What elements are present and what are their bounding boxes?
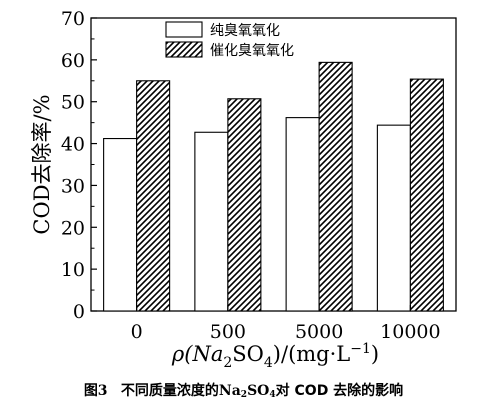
figure-caption: 图3 不同质量浓度的Na2SO4对 COD 去除的影响 [0,380,487,402]
caption-formula-so: SO [247,383,270,399]
bar-pure-ozonation-5000 [285,117,320,312]
y-tick-label: 10 [61,259,85,281]
y-tick-label: 60 [61,50,85,72]
y-tick-label: 70 [61,8,85,30]
y-tick-label: 0 [73,301,85,323]
bar-pure-ozonation-0 [103,137,138,312]
y-axis-label: COD去除率/% [30,94,54,234]
legend-label-pure-ozonation: 纯臭氧氧化 [210,23,280,39]
plot-area: 0 10 20 30 40 50 60 70 0 500 5000 10000 COD去除率/% ρ(Na… [30,8,457,371]
legend-swatch-catalytic-ozonation [165,41,203,58]
bar-catalytic-ozonation-0 [136,80,171,312]
figure-number: 图3 [83,383,108,399]
bar-pure-ozonation-500 [194,131,229,312]
bar-catalytic-ozonation-500 [227,98,262,312]
bar-chart: 0 10 20 30 40 50 60 70 0 500 5000 10000 COD去除率/% ρ(Na… [30,8,457,371]
x-tick-label: 10000 [380,321,440,343]
x-tick-label: 500 [210,321,246,343]
y-tick-label: 40 [61,134,85,156]
x-axis-label: ρ(Na2SO4)/(mg·L−1) [171,341,379,371]
caption-formula-na: Na [218,383,241,399]
y-tick-label: 20 [61,217,85,239]
y-tick-label: 30 [61,175,85,197]
legend-swatch-pure-ozonation [165,21,203,38]
x-tick-label: 0 [131,321,143,343]
x-tick-label: 5000 [295,321,343,343]
caption-formula-sub-2: 2 [240,390,248,400]
caption-text-after: 对 COD 去除的影响 [275,383,404,399]
legend-label-catalytic-ozonation: 催化臭氧氧化 [210,43,294,59]
caption-text-before: 不同质量浓度的 [120,383,219,399]
bar-catalytic-ozonation-5000 [318,61,353,312]
y-tick-label: 50 [61,92,85,114]
bar-catalytic-ozonation-10000 [409,78,444,312]
bar-pure-ozonation-10000 [376,124,411,312]
caption-formula-sub-4: 4 [269,390,276,400]
